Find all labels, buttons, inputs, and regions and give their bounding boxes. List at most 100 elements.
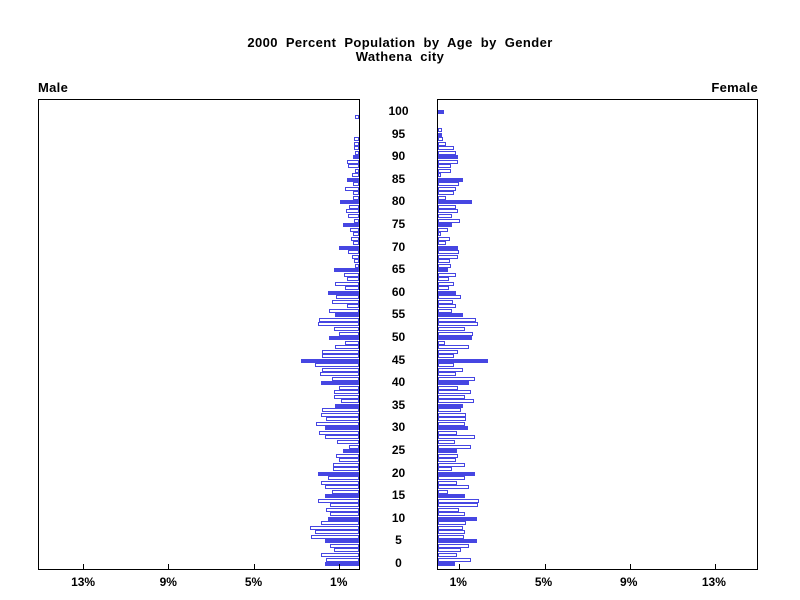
age-tick-label-60: 60 [391, 284, 406, 299]
female-bar-age-80 [438, 200, 472, 205]
female-bar-age-69 [438, 250, 459, 255]
male-bar-age-36 [341, 399, 359, 404]
age-tick-label-100: 100 [388, 104, 409, 118]
male-bar-age-26 [348, 444, 359, 449]
male-bar-age-40 [320, 381, 359, 386]
male-bar-age-71 [352, 241, 359, 246]
male-pct-label-13: 13% [71, 575, 96, 589]
age-tick-label-0: 0 [395, 556, 402, 570]
male-bar-age-77 [348, 214, 359, 218]
female-pct-label-5: 5% [534, 575, 553, 589]
male-bar-age-88 [348, 164, 359, 169]
female-bar-age-45 [438, 358, 488, 363]
male-bar-age-99 [354, 114, 359, 119]
male-bar-age-92 [353, 146, 359, 151]
female-bar-age-88 [438, 164, 452, 169]
male-bar-age-41 [332, 376, 359, 381]
male-bar-age-19 [328, 476, 359, 481]
female-plot-panel [437, 99, 758, 570]
female-bar-age-14 [438, 498, 479, 503]
female-bar-age-74 [438, 227, 448, 232]
age-tick-label-5: 5 [395, 533, 402, 548]
male-plot-panel [38, 99, 360, 570]
female-bar-age-60 [438, 290, 456, 295]
male-pct-label-1: 1% [330, 575, 348, 589]
male-bar-age-0 [325, 562, 359, 566]
female-bar-age-83 [438, 186, 457, 191]
female-bar-age-82 [438, 191, 454, 196]
female-bar-age-26 [438, 444, 472, 449]
male-bar-age-87 [354, 168, 359, 173]
female-bar-age-87 [438, 168, 451, 173]
female-bar-age-64 [438, 272, 457, 277]
female-bar-age-17 [438, 485, 469, 490]
male-bar-age-11 [329, 512, 359, 517]
female-bar-age-39 [438, 385, 458, 390]
male-bar-age-17 [325, 485, 359, 490]
male-pct-tick-9 [168, 564, 170, 569]
male-bar-age-67 [354, 259, 359, 264]
male-pct-tick-5 [253, 564, 255, 569]
female-bar-age-16 [438, 489, 448, 494]
female-bar-age-9 [438, 521, 466, 526]
age-tick-label-35: 35 [391, 397, 406, 412]
male-bar-age-37 [334, 394, 359, 399]
male-bar-age-73 [353, 232, 359, 236]
male-bar-age-46 [322, 354, 359, 359]
male-axis-label: Male [38, 80, 69, 95]
male-pct-tick-1 [338, 564, 340, 569]
male-bar-age-70 [338, 245, 359, 250]
age-tick-label-65: 65 [391, 262, 406, 277]
female-bar-age-61 [438, 286, 449, 291]
female-bar-age-7 [438, 530, 466, 535]
male-bar-age-66 [355, 263, 359, 268]
male-bar-age-16 [332, 489, 359, 494]
female-bar-age-41 [438, 376, 476, 381]
female-bar-age-37 [438, 394, 466, 399]
male-bar-age-91 [354, 150, 359, 155]
female-bar-age-10 [438, 516, 477, 521]
age-tick-label-70: 70 [391, 239, 406, 254]
male-bar-age-33 [321, 412, 359, 417]
male-pct-label-5: 5% [244, 575, 263, 589]
female-pct-tick-5 [544, 564, 546, 569]
male-bar-age-43 [321, 367, 359, 372]
male-bar-age-57 [347, 304, 359, 309]
female-bar-age-91 [438, 150, 457, 155]
female-bar-age-53 [438, 322, 478, 327]
male-bar-age-27 [337, 440, 359, 444]
female-bar-age-13 [438, 503, 479, 508]
male-bar-age-18 [321, 480, 359, 485]
male-bar-age-22 [332, 462, 359, 467]
male-bar-age-38 [334, 390, 359, 395]
female-bar-age-94 [438, 137, 443, 142]
female-bar-age-76 [438, 218, 461, 223]
male-bar-age-48 [335, 345, 359, 349]
male-bar-age-42 [319, 372, 359, 377]
male-bar-age-30 [324, 426, 359, 431]
female-bar-age-24 [438, 453, 459, 458]
male-bar-age-86 [351, 173, 359, 178]
male-bar-age-47 [322, 349, 359, 354]
male-bar-age-90 [352, 155, 359, 160]
female-bar-age-27 [438, 440, 455, 444]
male-bar-age-3 [334, 548, 359, 553]
female-bar-age-32 [438, 417, 466, 422]
female-bar-age-81 [438, 195, 446, 200]
female-bar-age-6 [438, 534, 464, 539]
male-bar-age-6 [311, 534, 359, 539]
female-bar-age-100 [438, 110, 444, 114]
male-bar-age-44 [315, 363, 359, 368]
female-bar-age-59 [438, 295, 462, 300]
female-bar-age-22 [438, 462, 465, 467]
age-tick-label-15: 15 [391, 488, 406, 503]
female-bar-age-90 [438, 155, 458, 160]
female-bar-age-48 [438, 345, 469, 349]
male-bar-age-78 [346, 209, 359, 214]
female-bar-age-25 [438, 449, 457, 453]
female-bar-age-73 [438, 232, 442, 236]
male-bar-age-79 [349, 204, 359, 209]
male-bar-age-29 [318, 430, 359, 435]
female-bar-age-3 [438, 548, 462, 553]
